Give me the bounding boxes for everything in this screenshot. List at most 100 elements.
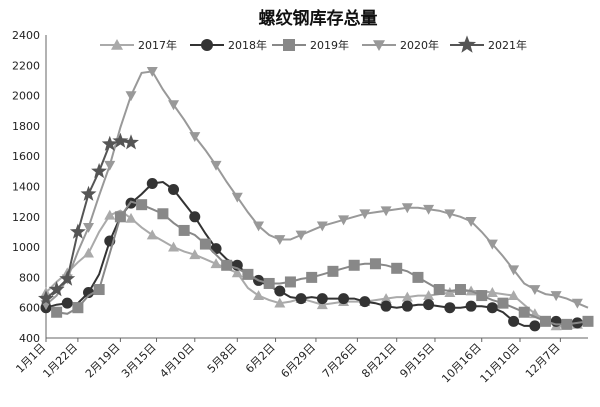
data-point-square [539, 315, 551, 327]
data-point-square [369, 258, 381, 270]
legend: 2017年 2018年 2019年 2020年 2021年 [100, 35, 527, 53]
data-point-circle [295, 293, 307, 305]
data-point-circle [210, 243, 222, 255]
data-point-circle [83, 287, 95, 299]
data-point-star [38, 290, 54, 306]
data-point-triangle-down [316, 221, 328, 232]
x-tick-label: 1月22日 [40, 341, 80, 381]
data-point-circle [380, 300, 392, 312]
data-point-triangle [253, 290, 265, 300]
data-point-triangle-down [210, 160, 222, 171]
data-point-triangle-down [529, 285, 541, 296]
data-point-square [348, 259, 360, 271]
data-point-triangle-down [253, 221, 265, 232]
data-point-triangle [83, 247, 95, 258]
data-point-square [93, 284, 105, 296]
y-tick-label: 1800 [12, 120, 40, 133]
series-2020年 [40, 66, 589, 311]
data-point-star [91, 162, 108, 179]
legend-item: 2020年 [362, 38, 439, 52]
data-point-square [454, 284, 466, 296]
legend-item: 2021年 [450, 35, 527, 53]
data-point-circle [316, 293, 328, 305]
data-point-triangle [316, 299, 328, 310]
data-point-triangle-down [104, 160, 116, 171]
x-tick-label: 12月7日 [523, 341, 563, 381]
x-tick-label: 3月15日 [119, 341, 159, 381]
data-point-triangle [423, 290, 435, 300]
data-point-triangle-down [423, 204, 435, 215]
data-point-star [69, 223, 86, 239]
data-point-square [284, 276, 296, 288]
data-point-triangle [210, 258, 222, 269]
data-point-triangle [104, 209, 116, 220]
data-point-square [327, 265, 339, 277]
data-point-triangle-down [231, 192, 243, 203]
data-point-square [242, 268, 254, 280]
data-point-square [283, 39, 295, 51]
data-point-triangle-down [508, 265, 520, 276]
data-point-star [80, 185, 97, 201]
series-line [45, 70, 589, 309]
data-point-square [157, 208, 169, 220]
x-tick-label: 2月19日 [83, 341, 123, 381]
legend-item: 2019年 [272, 38, 349, 52]
data-point-triangle-down [401, 203, 413, 214]
data-point-star [457, 35, 477, 53]
data-point-circle [508, 315, 520, 327]
data-point-circle [423, 299, 435, 311]
data-point-triangle-down [146, 66, 158, 77]
data-point-circle [338, 293, 350, 305]
data-point-circle [201, 39, 213, 51]
data-point-star [123, 134, 139, 150]
data-point-square [136, 199, 148, 211]
data-point-star [59, 270, 76, 286]
data-point-circle [444, 302, 456, 314]
data-point-circle [146, 177, 158, 189]
data-point-triangle-down [274, 235, 286, 246]
y-tick-label: 1600 [12, 150, 40, 163]
data-point-triangle [486, 287, 498, 297]
data-point-circle [465, 300, 477, 312]
y-tick-label: 2200 [12, 59, 40, 72]
y-tick-label: 1200 [12, 211, 40, 224]
axes: 400 600 800 1000 1200 1400 1600 1800 2000 2200 240… [12, 29, 588, 385]
data-point-square [221, 259, 233, 271]
data-point-circle [401, 300, 413, 312]
x-tick-label: 6月2日 [243, 341, 278, 376]
x-tick-label: 10月16日 [439, 341, 484, 386]
x-tick-label: 11月10日 [478, 341, 523, 386]
data-point-triangle [146, 229, 158, 240]
series-2019年 [51, 199, 594, 330]
y-tick-label: 2000 [12, 90, 40, 103]
data-point-triangle [125, 212, 137, 223]
series-2021年 [38, 132, 139, 306]
data-point-circle [486, 302, 498, 314]
data-point-square [306, 271, 318, 283]
data-point-triangle-down [125, 91, 137, 102]
data-point-triangle-down [168, 100, 180, 111]
legend-item: 2017年 [100, 38, 177, 52]
data-point-circle [168, 184, 180, 196]
data-point-triangle [380, 293, 392, 304]
y-tick-label: 1400 [12, 181, 40, 194]
data-point-triangle [168, 241, 180, 252]
data-point-star [112, 132, 129, 148]
data-point-square [51, 306, 63, 318]
data-point-circle [189, 211, 201, 223]
data-point-triangle [401, 291, 413, 302]
data-point-triangle [274, 297, 286, 308]
data-point-triangle-down [373, 40, 385, 51]
chart-title: 螺纹钢库存总量 [259, 8, 378, 29]
data-point-triangle-down [338, 215, 350, 226]
data-point-triangle-down [189, 132, 201, 143]
data-point-triangle [231, 267, 243, 278]
x-tick-label: 7月26日 [320, 341, 360, 381]
data-point-star [101, 135, 118, 151]
data-point-triangle-down [359, 209, 371, 220]
data-point-triangle-down [295, 230, 307, 241]
x-tick-label: 4月10日 [157, 341, 197, 381]
data-point-triangle-down [571, 298, 583, 309]
legend-item: 2018年 [190, 38, 267, 52]
